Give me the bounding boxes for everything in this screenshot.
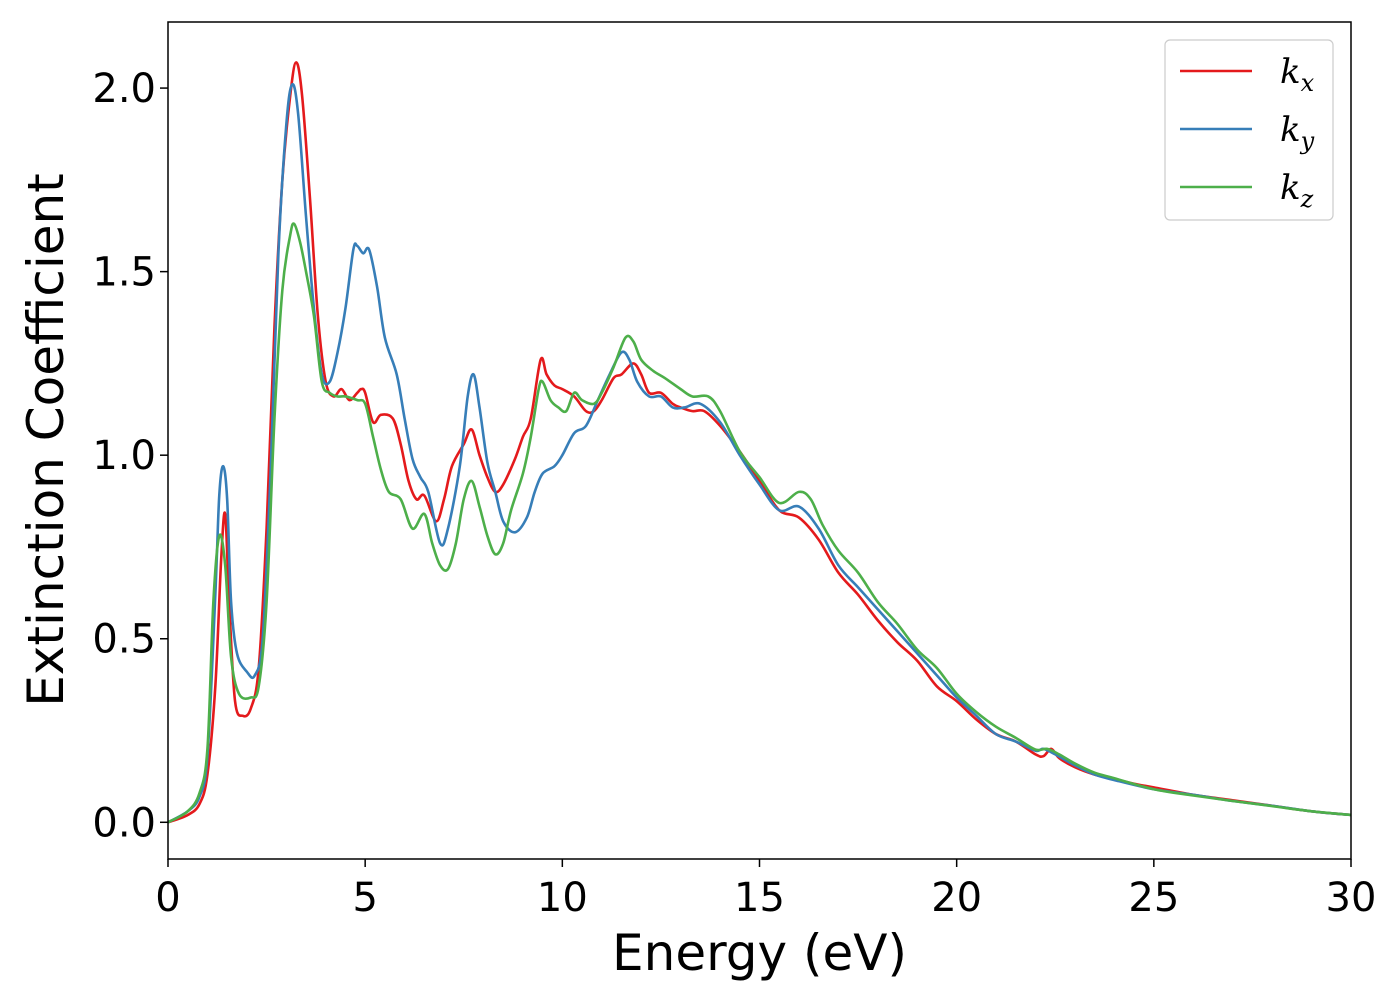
x-tick-label: 25 <box>1128 875 1179 921</box>
y-tick-label: 0.5 <box>92 617 156 663</box>
x-tick-label: 30 <box>1326 875 1377 921</box>
y-tick-label: 0.0 <box>92 800 156 846</box>
x-tick-label: 0 <box>155 875 180 921</box>
legend-label-y: ky <box>1280 110 1315 155</box>
y-tick-label: 1.5 <box>92 250 156 296</box>
x-tick-label: 10 <box>537 875 588 921</box>
x-axis-ticks: 0 5 10 15 20 25 30 <box>155 859 1376 921</box>
legend-label-x: kx <box>1280 52 1315 97</box>
series-line-k-y <box>167 82 1352 824</box>
y-tick-label: 1.0 <box>92 433 156 479</box>
x-tick-label: 5 <box>352 875 377 921</box>
legend-label-subscript: z <box>1300 185 1314 213</box>
series-line-k-z <box>167 222 1352 824</box>
x-axis-title: Energy (eV) <box>612 924 907 982</box>
y-tick-label: 2.0 <box>92 66 156 112</box>
y-axis-title: Extinction Coefficient <box>17 173 75 707</box>
y-axis-ticks: 0.0 0.5 1.0 1.5 2.0 <box>92 66 168 846</box>
legend-label-subscript: x <box>1301 69 1315 97</box>
series-layer <box>167 61 1352 824</box>
x-tick-label: 20 <box>931 875 982 921</box>
legend-label-subscript: y <box>1300 127 1315 155</box>
x-tick-label: 15 <box>734 875 785 921</box>
